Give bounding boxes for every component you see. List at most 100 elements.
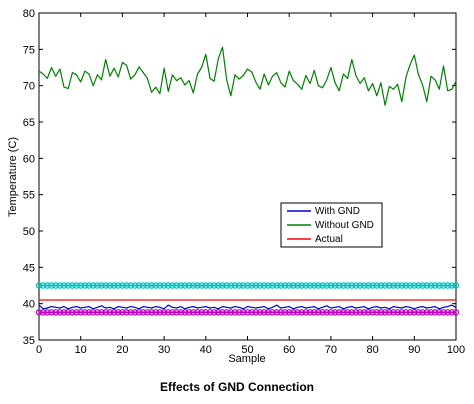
x-tick-label: 90 xyxy=(408,344,420,356)
band-marker xyxy=(281,309,289,316)
band-marker xyxy=(119,282,126,289)
axis-ticks: 0 10 20 30 40 50 60 70 80 90 100 35 40 45 50 55 60 65 70 75… xyxy=(23,8,465,356)
band-marker xyxy=(44,309,51,316)
band-marker xyxy=(240,282,247,289)
band-marker xyxy=(331,282,339,289)
band-marker xyxy=(215,309,222,316)
band-marker xyxy=(290,282,297,289)
band-marker xyxy=(81,282,89,289)
band-marker xyxy=(319,282,326,289)
band-marker xyxy=(452,309,460,316)
band-marker xyxy=(73,309,80,316)
band-marker xyxy=(144,282,151,289)
band-marker xyxy=(390,282,397,289)
band-marker xyxy=(273,282,280,289)
band-marker xyxy=(123,309,130,316)
band-marker xyxy=(440,282,447,289)
band-marker xyxy=(144,309,151,316)
band-marker xyxy=(411,309,418,316)
band-marker xyxy=(419,282,426,289)
band-marker xyxy=(310,282,318,289)
band-marker xyxy=(331,309,339,316)
band-marker xyxy=(356,309,364,316)
band-marker xyxy=(223,282,230,289)
x-tick-label: 20 xyxy=(116,344,128,356)
band-marker xyxy=(277,282,285,289)
y-tick-label: 80 xyxy=(23,8,35,20)
band-marker xyxy=(77,309,84,316)
band-marker xyxy=(235,282,243,289)
band-marker xyxy=(56,309,64,316)
band-marker xyxy=(448,282,456,289)
band-marker xyxy=(131,282,139,289)
band-marker xyxy=(206,282,214,289)
band-marker xyxy=(64,282,72,289)
band-marker xyxy=(386,309,393,316)
band-marker xyxy=(323,282,330,289)
band-marker xyxy=(39,282,47,289)
band-marker xyxy=(148,309,155,316)
series-line-0 xyxy=(38,304,457,310)
band-marker xyxy=(35,282,43,289)
band-marker xyxy=(302,282,310,289)
band-marker xyxy=(427,282,435,289)
band-marker xyxy=(436,309,443,316)
band-marker xyxy=(298,309,305,316)
band-marker xyxy=(44,282,51,289)
band-marker xyxy=(365,282,372,289)
band-marker xyxy=(244,282,251,289)
band-marker xyxy=(114,309,122,316)
band-marker xyxy=(265,309,272,316)
band-marker xyxy=(89,282,97,289)
band-marker xyxy=(285,282,293,289)
band-marker xyxy=(114,282,122,289)
y-tick-label: 65 xyxy=(23,117,35,129)
band-marker xyxy=(35,309,43,316)
band-marker xyxy=(219,282,226,289)
band-marker xyxy=(411,282,418,289)
band-marker xyxy=(160,309,168,316)
band-marker xyxy=(219,309,226,316)
band-marker xyxy=(210,309,218,316)
band-marker xyxy=(177,282,185,289)
x-tick-label: 40 xyxy=(200,344,212,356)
band-marker xyxy=(381,282,389,289)
band-marker xyxy=(344,309,351,316)
band-marker xyxy=(352,282,360,289)
band-marker xyxy=(127,309,134,316)
band-marker xyxy=(256,282,264,289)
band-marker xyxy=(73,282,80,289)
band-marker xyxy=(123,282,130,289)
band-marker xyxy=(156,282,164,289)
band-marker xyxy=(398,309,406,316)
band-marker xyxy=(60,282,68,289)
band-marker xyxy=(369,282,376,289)
band-marker xyxy=(77,282,84,289)
band-marker xyxy=(406,282,414,289)
band-marker xyxy=(348,309,355,316)
band-marker xyxy=(210,282,218,289)
legend-label-with-gnd: With GND xyxy=(315,206,360,217)
band-marker xyxy=(156,309,164,316)
x-tick-label: 0 xyxy=(36,344,42,356)
band-marker xyxy=(185,282,193,289)
band-marker xyxy=(256,309,264,316)
x-axis-label: Sample xyxy=(228,353,265,365)
band-marker xyxy=(152,309,160,316)
series-lines xyxy=(38,46,457,310)
y-tick-label: 40 xyxy=(23,299,35,311)
band-marker xyxy=(85,309,93,316)
band-marker xyxy=(423,309,431,316)
band-marker xyxy=(361,309,368,316)
band-marker xyxy=(177,309,185,316)
band-marker xyxy=(223,309,230,316)
band-marker xyxy=(69,309,76,316)
band-marker xyxy=(102,282,109,289)
band-marker xyxy=(431,282,439,289)
band-marker xyxy=(89,309,97,316)
band-marker xyxy=(448,309,456,316)
band-marker xyxy=(206,309,214,316)
band-marker xyxy=(352,309,360,316)
band-marker xyxy=(327,309,335,316)
band-marker xyxy=(139,309,147,316)
